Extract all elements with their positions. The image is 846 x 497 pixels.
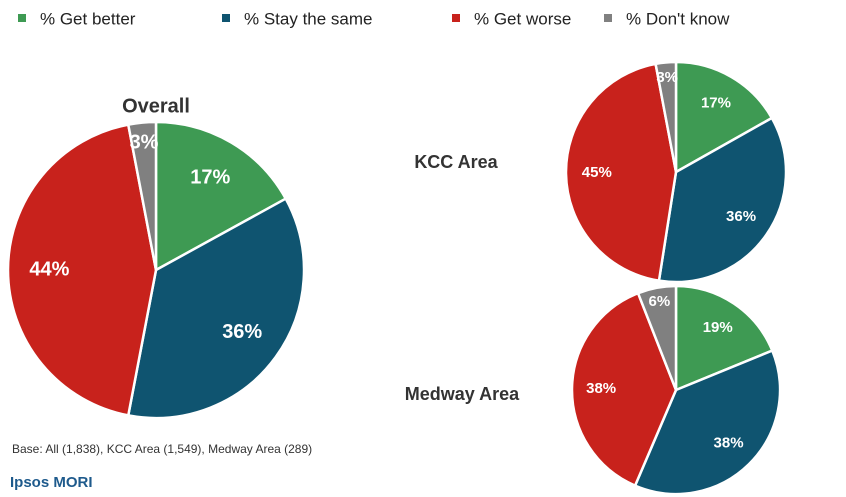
legend-label: % Stay the same (244, 9, 373, 28)
pie-slice (6, 123, 158, 417)
pie-slice (674, 60, 774, 175)
pie-slice (570, 291, 678, 488)
value-label: 6% (649, 293, 671, 310)
pie-slice (126, 197, 306, 420)
value-label: 38% (586, 380, 616, 397)
legend-swatch (18, 14, 26, 22)
pie-slice (633, 348, 782, 496)
value-label: 3% (130, 132, 159, 154)
pie-slice (126, 120, 158, 271)
legend-label: % Get better (40, 9, 136, 28)
pie-slice (154, 120, 288, 273)
value-label: 44% (29, 258, 69, 280)
chart-title: KCC Area (414, 152, 498, 172)
legend-swatch (222, 14, 230, 22)
legend-swatch (604, 14, 612, 22)
pie-slice (657, 116, 788, 284)
legend-label: % Don't know (626, 9, 730, 28)
pie-slice (674, 284, 774, 392)
pie-slice (654, 60, 678, 173)
pie-slice (636, 284, 678, 391)
pie-slice (564, 62, 678, 283)
value-label: 17% (701, 95, 731, 112)
legend-label: % Get worse (474, 9, 571, 28)
value-label: 36% (726, 208, 756, 225)
value-label: 36% (222, 321, 262, 343)
base-note: Base: All (1,838), KCC Area (1,549), Med… (12, 442, 312, 456)
value-label: 19% (703, 319, 733, 336)
chart-title: Medway Area (405, 384, 520, 404)
value-label: 45% (582, 164, 612, 181)
legend-swatch (452, 14, 460, 22)
value-label: 3% (656, 69, 678, 86)
chart-title: Overall (122, 95, 190, 117)
value-label: 38% (714, 434, 744, 451)
value-label: 17% (190, 167, 230, 189)
logo: Ipsos MORI (10, 474, 93, 491)
